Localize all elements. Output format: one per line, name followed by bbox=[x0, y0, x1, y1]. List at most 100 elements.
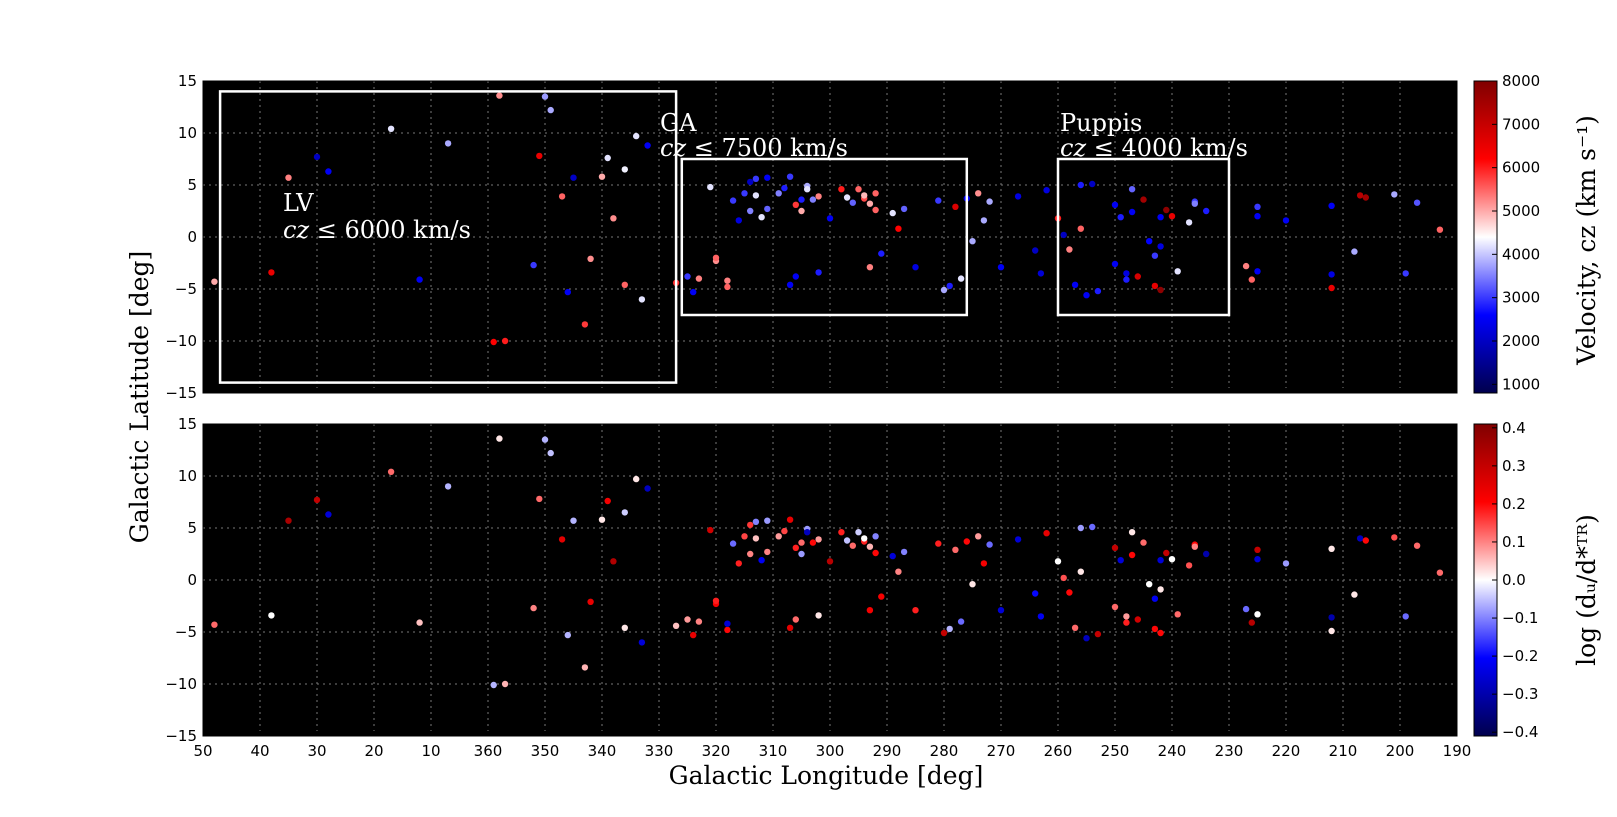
bottom-data-point bbox=[1254, 546, 1261, 553]
bottom-data-point bbox=[1328, 614, 1335, 621]
top-data-point bbox=[1402, 270, 1409, 277]
bottom-data-point bbox=[1254, 556, 1261, 563]
x-tick-label: 220 bbox=[1272, 742, 1301, 760]
colorbar-top-tick-label: 3000 bbox=[1502, 289, 1540, 307]
bottom-data-point bbox=[957, 618, 965, 625]
bottom-data-point bbox=[621, 509, 628, 516]
top-data-point bbox=[1134, 273, 1142, 280]
top-data-point bbox=[986, 198, 993, 205]
colorbar-top-tick-label: 5000 bbox=[1502, 202, 1540, 220]
top-data-point bbox=[1254, 268, 1261, 275]
x-axis-label: Galactic Longitude [deg] bbox=[669, 761, 984, 790]
bottom-data-point bbox=[729, 540, 737, 547]
bottom-data-point bbox=[1134, 616, 1142, 623]
top-data-point bbox=[1066, 246, 1073, 253]
bottom-y-tick-label: −10 bbox=[165, 675, 197, 693]
bottom-data-point bbox=[444, 483, 452, 490]
top-data-point bbox=[633, 132, 640, 140]
colorbar-top: 8000 7000 6000 5000 4000 3000 2000 1000 bbox=[1473, 72, 1540, 394]
top-data-point bbox=[1128, 208, 1136, 216]
bottom-data-point bbox=[997, 607, 1005, 614]
bottom-data-point bbox=[581, 664, 589, 671]
bottom-data-point bbox=[724, 626, 731, 634]
bottom-data-point bbox=[940, 629, 948, 637]
top-data-point bbox=[752, 175, 760, 182]
bottom-data-point bbox=[866, 543, 874, 550]
colorbar-top-tick-label: 4000 bbox=[1502, 245, 1540, 263]
top-y-tick-label: 10 bbox=[178, 124, 197, 142]
top-data-point bbox=[815, 269, 822, 276]
bottom-data-point bbox=[1328, 545, 1335, 552]
top-data-point bbox=[621, 281, 628, 288]
top-data-point bbox=[866, 200, 874, 207]
top-data-point bbox=[1185, 219, 1193, 226]
bottom-data-point bbox=[1014, 536, 1022, 543]
top-data-point bbox=[975, 190, 982, 197]
top-data-point bbox=[1191, 200, 1199, 207]
top-data-point bbox=[1111, 201, 1119, 208]
bottom-data-point bbox=[809, 539, 817, 546]
annotation-ga-name: GA bbox=[660, 109, 697, 137]
top-data-point bbox=[325, 168, 332, 175]
colorbar-bottom-tick-label: 0.0 bbox=[1502, 571, 1526, 589]
top-data-point bbox=[1117, 214, 1124, 221]
top-data-point bbox=[900, 205, 908, 213]
bottom-data-point bbox=[1140, 539, 1147, 546]
bottom-data-point bbox=[1391, 534, 1398, 541]
colorbar-bottom: 0.4 0.3 0.2 0.1 0.0 −0.1 −0.2 −0.3 −0.4 bbox=[1473, 419, 1538, 741]
bottom-data-point bbox=[1174, 611, 1181, 618]
colorbar-top-tick-label: 7000 bbox=[1502, 115, 1540, 133]
bottom-data-point bbox=[975, 533, 982, 540]
top-data-point bbox=[587, 255, 594, 262]
bottom-data-point bbox=[1123, 619, 1130, 626]
top-data-point bbox=[752, 192, 760, 199]
top-data-point bbox=[969, 238, 976, 245]
bottom-data-point bbox=[644, 485, 651, 492]
top-data-point bbox=[1128, 186, 1136, 193]
bottom-data-point bbox=[969, 581, 976, 588]
bottom-data-point bbox=[268, 612, 275, 619]
bottom-y-tick-label: 5 bbox=[187, 519, 197, 537]
panel-top: 15 10 5 0 −5 −10 −15 bbox=[165, 72, 1458, 402]
top-data-point bbox=[416, 276, 423, 283]
annotation-lv: LV cz ≤ 6000 km/s bbox=[283, 189, 471, 244]
top-data-point bbox=[444, 140, 452, 147]
top-data-point bbox=[747, 178, 754, 186]
top-data-point bbox=[1328, 271, 1335, 278]
x-tick-label: 200 bbox=[1386, 742, 1415, 760]
top-data-point bbox=[1436, 226, 1444, 233]
top-data-point bbox=[940, 286, 948, 294]
bottom-data-point bbox=[536, 495, 543, 503]
colorbar-bottom-tick-label: −0.3 bbox=[1502, 685, 1538, 703]
bottom-data-point bbox=[1043, 530, 1050, 537]
top-data-point bbox=[1140, 196, 1147, 203]
top-data-point bbox=[872, 190, 879, 197]
bottom-data-point bbox=[798, 539, 805, 546]
bottom-y-tick-label: 15 bbox=[178, 415, 197, 433]
top-data-point bbox=[838, 186, 845, 193]
top-data-point bbox=[1077, 181, 1085, 189]
bottom-data-point bbox=[1242, 605, 1250, 613]
bottom-data-point bbox=[621, 624, 628, 631]
top-y-tick-label: 5 bbox=[187, 176, 197, 194]
top-data-point bbox=[1391, 191, 1398, 198]
bottom-data-point bbox=[1157, 629, 1164, 637]
bottom-data-point bbox=[815, 612, 822, 619]
top-data-point bbox=[558, 193, 566, 200]
bottom-data-point bbox=[781, 527, 788, 535]
colorbar-bottom-tick-label: −0.2 bbox=[1502, 647, 1538, 665]
top-data-point bbox=[804, 186, 811, 193]
bottom-data-point bbox=[690, 631, 697, 639]
bottom-data-point bbox=[610, 558, 617, 565]
bottom-data-point bbox=[313, 496, 321, 504]
top-data-point bbox=[1254, 213, 1261, 220]
bottom-data-point bbox=[672, 622, 680, 629]
bottom-y-tick-label: 0 bbox=[187, 571, 197, 589]
bottom-data-point bbox=[752, 535, 760, 542]
region-box-ga bbox=[680, 157, 969, 317]
bottom-data-point bbox=[541, 436, 549, 443]
top-y-tick-label: −5 bbox=[175, 280, 197, 298]
top-data-point bbox=[861, 192, 868, 199]
bottom-data-point bbox=[798, 550, 805, 558]
